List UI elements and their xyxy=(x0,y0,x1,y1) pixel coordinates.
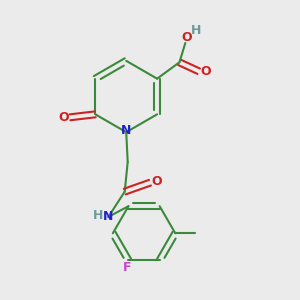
Text: H: H xyxy=(93,209,103,222)
Text: H: H xyxy=(190,24,201,37)
Text: O: O xyxy=(200,65,211,78)
Text: N: N xyxy=(103,210,114,224)
Text: O: O xyxy=(151,175,162,188)
Text: N: N xyxy=(121,124,131,137)
Text: O: O xyxy=(58,111,69,124)
Text: O: O xyxy=(182,31,192,44)
Text: F: F xyxy=(123,261,131,274)
